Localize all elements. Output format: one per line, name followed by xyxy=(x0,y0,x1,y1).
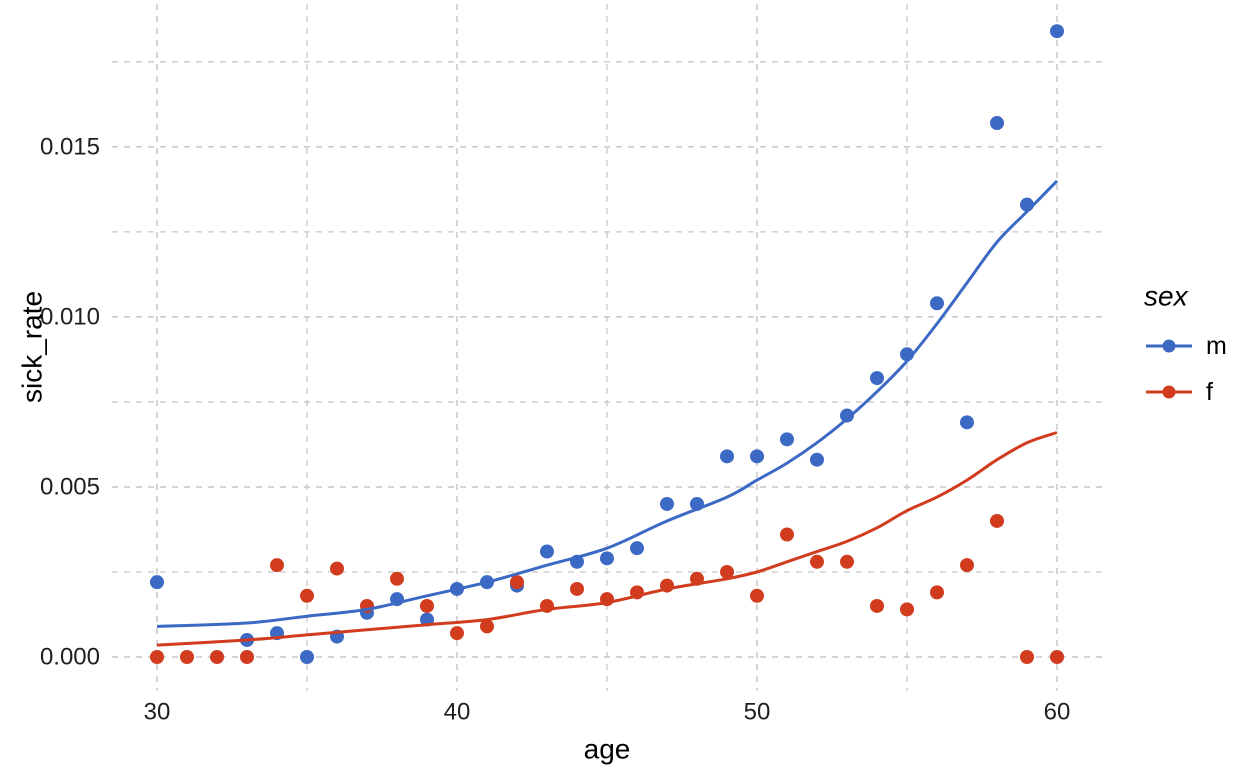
data-point-m xyxy=(840,408,854,423)
data-point-m xyxy=(870,371,884,386)
data-point-f xyxy=(330,561,344,576)
y-axis-title: sick_rate xyxy=(17,291,48,403)
x-axis-title: age xyxy=(584,734,631,765)
data-point-f xyxy=(270,558,284,573)
data-point-f xyxy=(240,649,254,664)
legend-label-f: f xyxy=(1206,378,1213,406)
legend: sex m f xyxy=(1144,281,1227,407)
legend-key-point-f xyxy=(1162,385,1176,399)
data-point-m xyxy=(960,415,974,430)
data-point-m xyxy=(810,452,824,467)
y-tick-label: 0.000 xyxy=(40,643,100,670)
x-tick-label: 60 xyxy=(1044,699,1071,726)
legend-keys xyxy=(1146,339,1192,399)
y-axis-tick-labels: 0.000 0.005 0.010 0.015 xyxy=(40,133,100,670)
data-point-f xyxy=(840,554,854,569)
data-point-f xyxy=(870,598,884,613)
data-point-m xyxy=(150,575,164,590)
grid-minor xyxy=(112,4,1102,691)
data-point-f xyxy=(810,554,824,569)
data-point-f xyxy=(510,575,524,590)
data-point-f xyxy=(210,649,224,664)
data-point-m xyxy=(600,551,614,566)
data-point-f xyxy=(300,588,314,603)
x-tick-label: 30 xyxy=(144,699,171,726)
data-point-f xyxy=(900,602,914,617)
data-point-f xyxy=(420,598,434,613)
legend-label-m: m xyxy=(1206,332,1227,360)
x-tick-label: 50 xyxy=(744,699,771,726)
data-point-m xyxy=(930,296,944,311)
y-tick-label: 0.015 xyxy=(40,133,100,160)
data-point-m xyxy=(750,449,764,464)
data-point-f xyxy=(960,558,974,573)
y-tick-label: 0.005 xyxy=(40,473,100,500)
data-point-m xyxy=(720,449,734,464)
smooth-line-f xyxy=(156,431,1058,647)
data-point-f xyxy=(570,581,584,596)
smooth-line-m xyxy=(156,179,1059,628)
data-point-f xyxy=(930,585,944,600)
data-point-m xyxy=(630,541,644,556)
x-tick-label: 40 xyxy=(444,699,471,726)
data-point-f xyxy=(720,564,734,579)
x-axis-tick-labels: 30 40 50 60 xyxy=(144,699,1071,726)
legend-title: sex xyxy=(1144,281,1189,312)
data-point-m xyxy=(660,496,674,511)
data-point-f xyxy=(750,588,764,603)
data-point-f xyxy=(450,626,464,641)
data-point-f xyxy=(1020,649,1034,664)
data-point-f xyxy=(180,649,194,664)
y-tick-label: 0.010 xyxy=(40,303,100,330)
data-point-f xyxy=(990,513,1004,528)
grid-major xyxy=(112,4,1102,691)
data-point-m xyxy=(1050,24,1064,39)
data-point-f xyxy=(150,649,164,664)
data-point-m xyxy=(990,116,1004,131)
data-point-f xyxy=(1050,649,1064,664)
data-point-m xyxy=(780,432,794,447)
data-point-m xyxy=(300,649,314,664)
data-point-f xyxy=(780,527,794,542)
scatter-points xyxy=(150,24,1064,664)
data-point-f xyxy=(480,619,494,634)
legend-key-point-m xyxy=(1162,339,1176,353)
smooth-lines xyxy=(156,179,1059,647)
data-point-f xyxy=(390,571,404,586)
data-point-m xyxy=(540,544,554,559)
